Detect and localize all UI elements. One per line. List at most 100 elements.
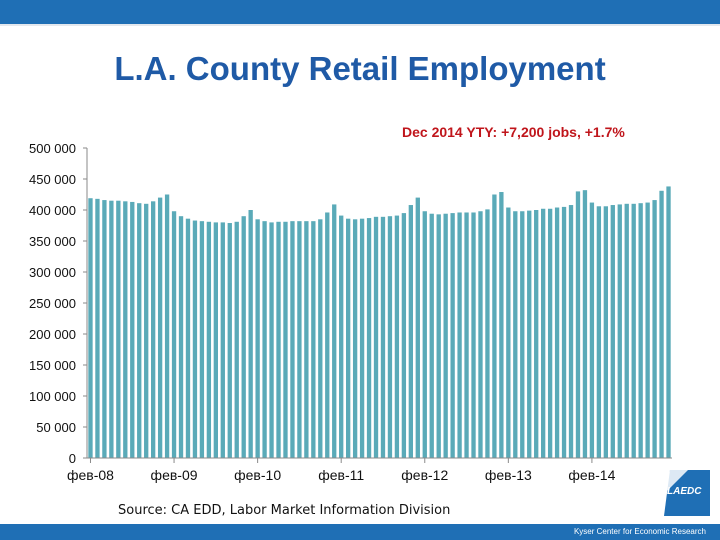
y-tick-label: 300 000	[29, 265, 76, 280]
bar	[137, 203, 142, 458]
bar	[346, 218, 351, 458]
bar	[102, 200, 107, 458]
top-banner	[0, 0, 720, 24]
y-tick-label: 450 000	[29, 172, 76, 187]
y-tick-label: 100 000	[29, 389, 76, 404]
bar	[666, 186, 671, 458]
bar	[513, 211, 518, 458]
x-tick-label: фев-10	[234, 467, 281, 483]
bar	[109, 200, 114, 458]
bar	[88, 198, 93, 458]
bar	[492, 194, 497, 458]
bar	[527, 210, 532, 458]
bar	[436, 214, 441, 458]
bar	[248, 210, 253, 458]
bar	[130, 201, 135, 458]
bar	[339, 215, 344, 458]
bar	[262, 221, 267, 458]
y-tick-label: 150 000	[29, 358, 76, 373]
y-tick-label: 250 000	[29, 296, 76, 311]
footer-text: Kyser Center for Economic Research	[573, 527, 706, 536]
bar	[123, 201, 128, 458]
bar	[575, 191, 581, 458]
bar	[471, 212, 476, 458]
bar	[311, 221, 316, 458]
bar	[554, 207, 560, 458]
bar	[290, 221, 295, 458]
bar	[352, 219, 358, 458]
source-note: Source: CA EDD, Labor Market Information…	[118, 503, 451, 518]
logo-text: LAEDC	[667, 486, 702, 497]
bar	[624, 203, 629, 458]
bar	[596, 206, 602, 458]
bar	[269, 222, 274, 458]
bar	[95, 198, 100, 458]
bar	[638, 203, 643, 458]
bar	[283, 221, 288, 458]
bar	[199, 221, 205, 458]
x-tick-label: фев-11	[318, 467, 364, 483]
bar	[659, 190, 664, 458]
bar	[415, 197, 420, 458]
bar	[220, 222, 225, 458]
x-tick-label: фев-12	[401, 467, 448, 483]
bar	[164, 194, 170, 458]
bar	[394, 215, 400, 458]
bar	[213, 222, 218, 458]
x-axis: фев-08 фев-09 фев-10 фев-11 фев-12 фев-13 фев-…	[67, 457, 672, 483]
bar	[478, 211, 483, 458]
bar	[192, 220, 198, 458]
bar	[297, 221, 302, 458]
bar	[234, 221, 239, 458]
bar	[171, 211, 177, 458]
bar	[373, 216, 379, 458]
bar	[568, 205, 574, 458]
yty-annotation: Dec 2014 YTY: +7,200 jobs, +1.7%	[402, 124, 625, 140]
bar	[151, 201, 156, 458]
bar	[227, 223, 232, 458]
bar	[561, 206, 567, 458]
bar	[450, 213, 455, 458]
bar	[241, 216, 246, 458]
bar	[408, 205, 413, 458]
y-tick-label: 50 000	[36, 420, 76, 435]
bar-series	[88, 186, 671, 458]
x-tick-label: фев-08	[67, 467, 114, 483]
bar	[206, 221, 212, 458]
bar	[534, 210, 539, 458]
y-tick-label: 0	[69, 451, 76, 466]
bar	[617, 204, 622, 458]
y-tick-label: 400 000	[29, 203, 76, 218]
bar	[325, 212, 330, 458]
bar	[332, 204, 337, 458]
y-axis: 0 50 000 100 000 150 000 200 000 250 000 300 0…	[29, 141, 88, 466]
bar	[506, 207, 511, 458]
bar	[422, 211, 427, 458]
bar	[304, 221, 309, 458]
bar	[631, 203, 636, 458]
slide-title: L.A. County Retail Employment	[114, 50, 606, 87]
x-tick-label: фев-13	[485, 467, 532, 483]
bar	[380, 216, 386, 458]
bar	[144, 203, 149, 458]
bar	[443, 213, 448, 458]
y-tick-label: 200 000	[29, 327, 76, 342]
bar	[520, 211, 525, 458]
bar	[359, 218, 365, 458]
bottom-banner	[0, 524, 720, 540]
bar	[589, 202, 595, 458]
bar	[318, 219, 323, 458]
bar	[387, 216, 393, 458]
top-divider	[0, 24, 720, 26]
bar	[457, 212, 462, 458]
y-tick-label: 350 000	[29, 234, 76, 249]
bar	[610, 205, 615, 458]
bar	[185, 218, 191, 458]
bar	[485, 209, 490, 458]
bar	[157, 197, 163, 458]
bar	[178, 216, 184, 458]
bar	[645, 202, 650, 458]
bar	[276, 221, 281, 458]
x-tick-label: фев-14	[568, 467, 615, 483]
bar	[547, 208, 553, 458]
